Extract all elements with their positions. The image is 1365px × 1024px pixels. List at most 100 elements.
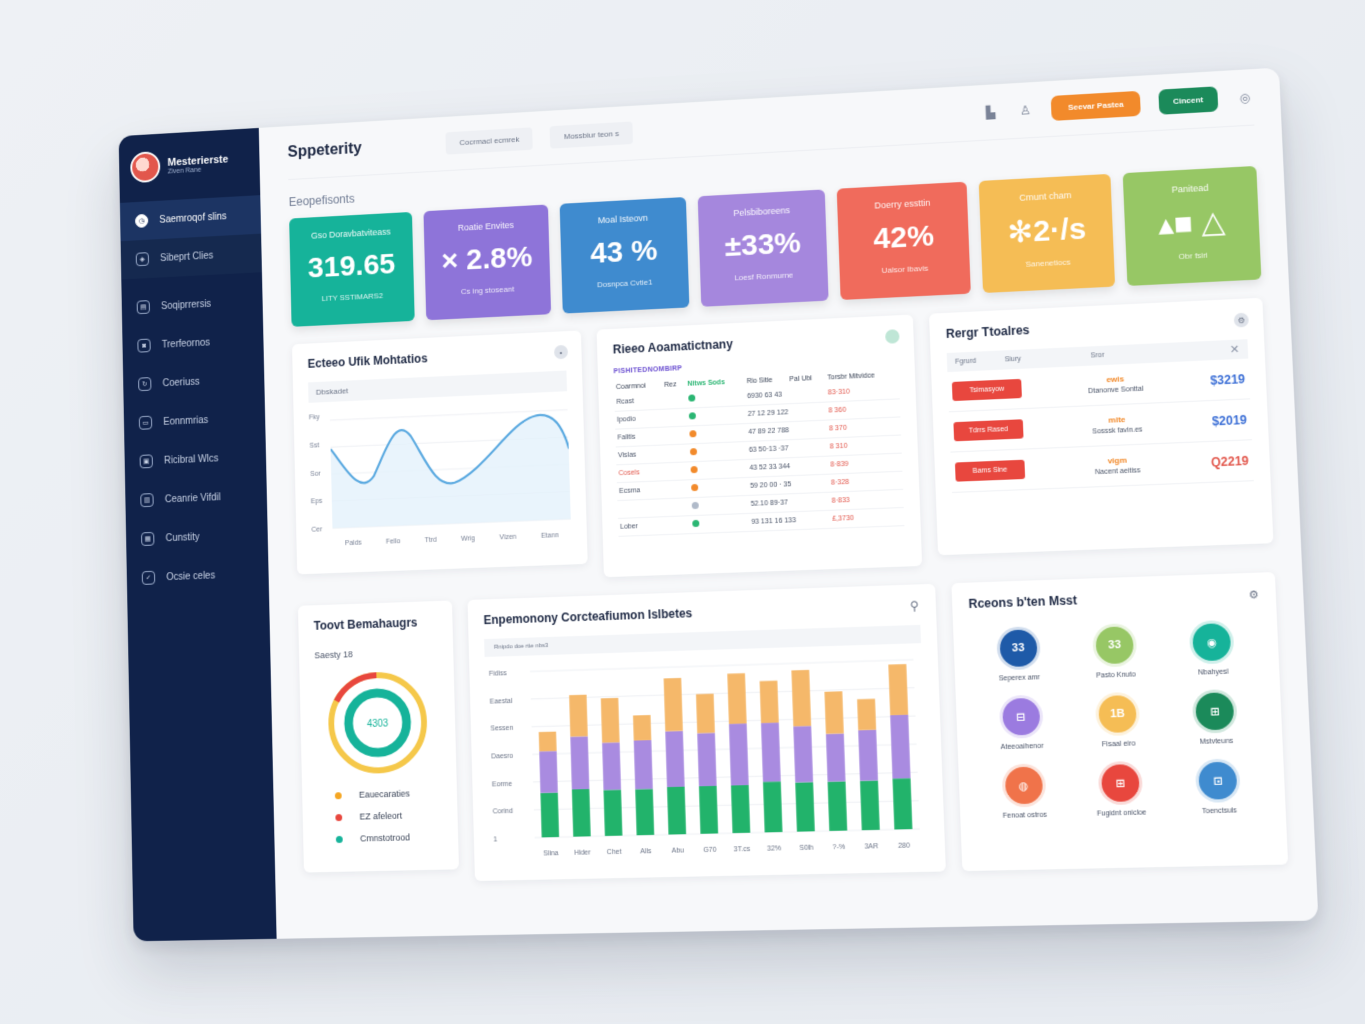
bar-segment[interactable] — [635, 789, 654, 835]
dashboard-window: Mesterierste Ziven Rane ◷ Saemroqof slins… — [119, 68, 1319, 942]
bar-segment[interactable] — [828, 781, 848, 831]
sidebar-item-5[interactable]: ▭ Eonnmrias — [124, 398, 266, 443]
bar-segment[interactable] — [570, 736, 589, 789]
bar-segment[interactable] — [569, 695, 588, 737]
y-tick-label: Corind — [493, 808, 513, 816]
bar-segment[interactable] — [727, 673, 746, 724]
bar-segment[interactable] — [860, 780, 880, 830]
bar-segment[interactable] — [731, 785, 750, 833]
kpi-foot: Dosnpca Cvtie1 — [562, 276, 689, 291]
bar-segment[interactable] — [667, 787, 686, 835]
x-tick: Ttrd — [425, 537, 437, 544]
kpi-card[interactable]: Cmunt cham ✻2·/s Sanenetiocs — [979, 174, 1115, 293]
bar-segment[interactable] — [888, 664, 908, 715]
report-tag[interactable]: Bams Sine — [955, 460, 1025, 482]
gridline — [530, 660, 913, 672]
bar-segment[interactable] — [540, 793, 559, 838]
bar-segment[interactable] — [857, 699, 876, 730]
kpi-label: Roatie Envites — [424, 218, 549, 234]
filter-pill-2[interactable]: Mossbiur teon s — [550, 121, 633, 148]
kpi-foot: LITY SSTIMARS2 — [291, 290, 414, 305]
bar-segment[interactable] — [824, 691, 843, 734]
row-name: Ipodio — [615, 409, 664, 429]
bar-segment[interactable] — [858, 730, 878, 781]
bar-chart-title: Enpemonony Corcteafiumon Islbetes — [483, 599, 919, 628]
sidebar-item-label: Coeriuss — [162, 376, 199, 388]
settings-icon[interactable]: ⚙ — [1246, 587, 1261, 602]
fingerprint-icon[interactable]: ◎ — [1236, 90, 1253, 105]
kpi-card[interactable]: Gso Doravbatviteass 319.65 LITY SSTIMARS2 — [289, 212, 414, 327]
user-icon[interactable]: ♙ — [1017, 103, 1034, 118]
shield-icon: ◈ — [136, 252, 149, 266]
bar-segment[interactable] — [697, 733, 716, 787]
bar-segment[interactable] — [729, 723, 749, 785]
close-icon[interactable]: ✕ — [1230, 343, 1240, 357]
line-chart-y-axis: Fky Sst Sor Eps Cer — [309, 410, 333, 538]
donut-card: Toovt Bemahaugrs Saesty 18 4303 Eauecara… — [298, 600, 459, 872]
icon-tile[interactable]: ⊟ Ateeoaihenor — [972, 697, 1070, 752]
sidebar-item-8[interactable]: ▦ Cunstity — [126, 515, 268, 559]
bar-segment[interactable] — [601, 698, 620, 743]
bar-segment[interactable] — [791, 670, 811, 727]
icon-tile[interactable]: ⊞ Fugidnt onicloe — [1071, 763, 1170, 818]
primary-orange-button[interactable]: Seevar Pastea — [1051, 91, 1140, 121]
icon-tile[interactable]: ⊞ Mstvteuns — [1165, 691, 1265, 746]
icon-tile[interactable]: ◍ Fenoat ostros — [975, 766, 1073, 821]
sidebar-item-9[interactable]: ✓ Ocsie celes — [127, 554, 269, 598]
status-dot — [690, 466, 697, 473]
bar-segment[interactable] — [793, 726, 813, 783]
bar-segment[interactable] — [696, 694, 715, 734]
kpi-card[interactable]: Panitead ▴■ △ Obr fsiri — [1123, 166, 1262, 286]
bar-segment[interactable] — [539, 732, 557, 752]
bar-segment[interactable] — [602, 742, 621, 790]
icon-tile[interactable]: 1B Fisaal eiro — [1068, 694, 1167, 749]
primary-green-button[interactable]: Cincent — [1158, 86, 1218, 115]
report-tag[interactable]: Tdrrs Rased — [953, 419, 1023, 441]
sidebar-item-3[interactable]: ◙ Trerfeornos — [122, 320, 264, 365]
bar-segment[interactable] — [763, 781, 782, 832]
bar-segment[interactable] — [826, 733, 845, 781]
bar-segment[interactable] — [795, 782, 814, 832]
avatar[interactable] — [130, 151, 160, 183]
bar-segment[interactable] — [890, 715, 910, 779]
filter-pill-1[interactable]: Cocrmacl ecmrek — [446, 127, 534, 154]
bar-segment[interactable] — [760, 681, 779, 723]
tile-icon: ⊡ — [1198, 762, 1238, 800]
x-tick-label: Abu — [672, 847, 685, 854]
x-tick-label: ?-% — [832, 844, 845, 851]
sidebar-item-4[interactable]: ↻ Coeriuss — [123, 359, 265, 404]
kpi-card[interactable]: Roatie Envites × 2.8% Cs ing stoseant — [423, 205, 551, 321]
sidebar-item-6[interactable]: ▣ Ricibral Wlcs — [124, 437, 266, 482]
building-icon[interactable]: ▙ — [982, 105, 999, 120]
bar-segment[interactable] — [664, 678, 683, 731]
icon-tile[interactable]: 33 Seperex amr — [970, 628, 1068, 683]
bar-segment[interactable] — [572, 789, 591, 837]
icon-tile[interactable]: ◉ Nbahyesl — [1162, 622, 1262, 678]
line-chart-subheader: Dbskadet — [308, 371, 567, 403]
report-tag[interactable]: Tsimasyow — [952, 379, 1022, 401]
x-tick-label: 3AR — [864, 843, 878, 850]
icon-tile[interactable]: ⊡ Toenctsuls — [1168, 761, 1269, 816]
legend-label: Eauecaraties — [359, 789, 410, 800]
kpi-card[interactable]: Doerry essttin 42% Ualsor Ibavis — [837, 182, 971, 300]
tile-icon: 33 — [1095, 626, 1134, 664]
line-chart-title: Ecteeo Ufik Mohtatios — [307, 345, 566, 371]
kpi-card[interactable]: Moal Isteovn 43 % Dosnpca Cvtie1 — [559, 197, 689, 314]
x-tick-label: 32% — [767, 845, 781, 852]
sidebar-item-7[interactable]: ▥ Ceanrie Vifdil — [125, 476, 267, 521]
bar-segment[interactable] — [893, 778, 913, 829]
bar-segment[interactable] — [761, 723, 781, 782]
bar-segment[interactable] — [604, 790, 623, 836]
icon-tile[interactable]: 33 Pasto Knuto — [1066, 625, 1165, 680]
tile-label: Nbahyesl — [1164, 668, 1262, 678]
row-bottom: Toovt Bemahaugrs Saesty 18 4303 Eauecara… — [298, 572, 1288, 884]
bar-segment[interactable] — [699, 786, 718, 834]
bar-segment[interactable] — [665, 731, 684, 787]
bar-segment[interactable] — [633, 715, 651, 741]
tile-icon: 1B — [1098, 695, 1137, 733]
bar-segment[interactable] — [539, 751, 557, 793]
column-header[interactable]: Rez — [662, 378, 686, 392]
legend-swatch — [335, 792, 342, 799]
bar-segment[interactable] — [634, 740, 653, 789]
kpi-card[interactable]: Pelsbiboreens ±33% Loesf Ronmurne — [697, 189, 829, 306]
